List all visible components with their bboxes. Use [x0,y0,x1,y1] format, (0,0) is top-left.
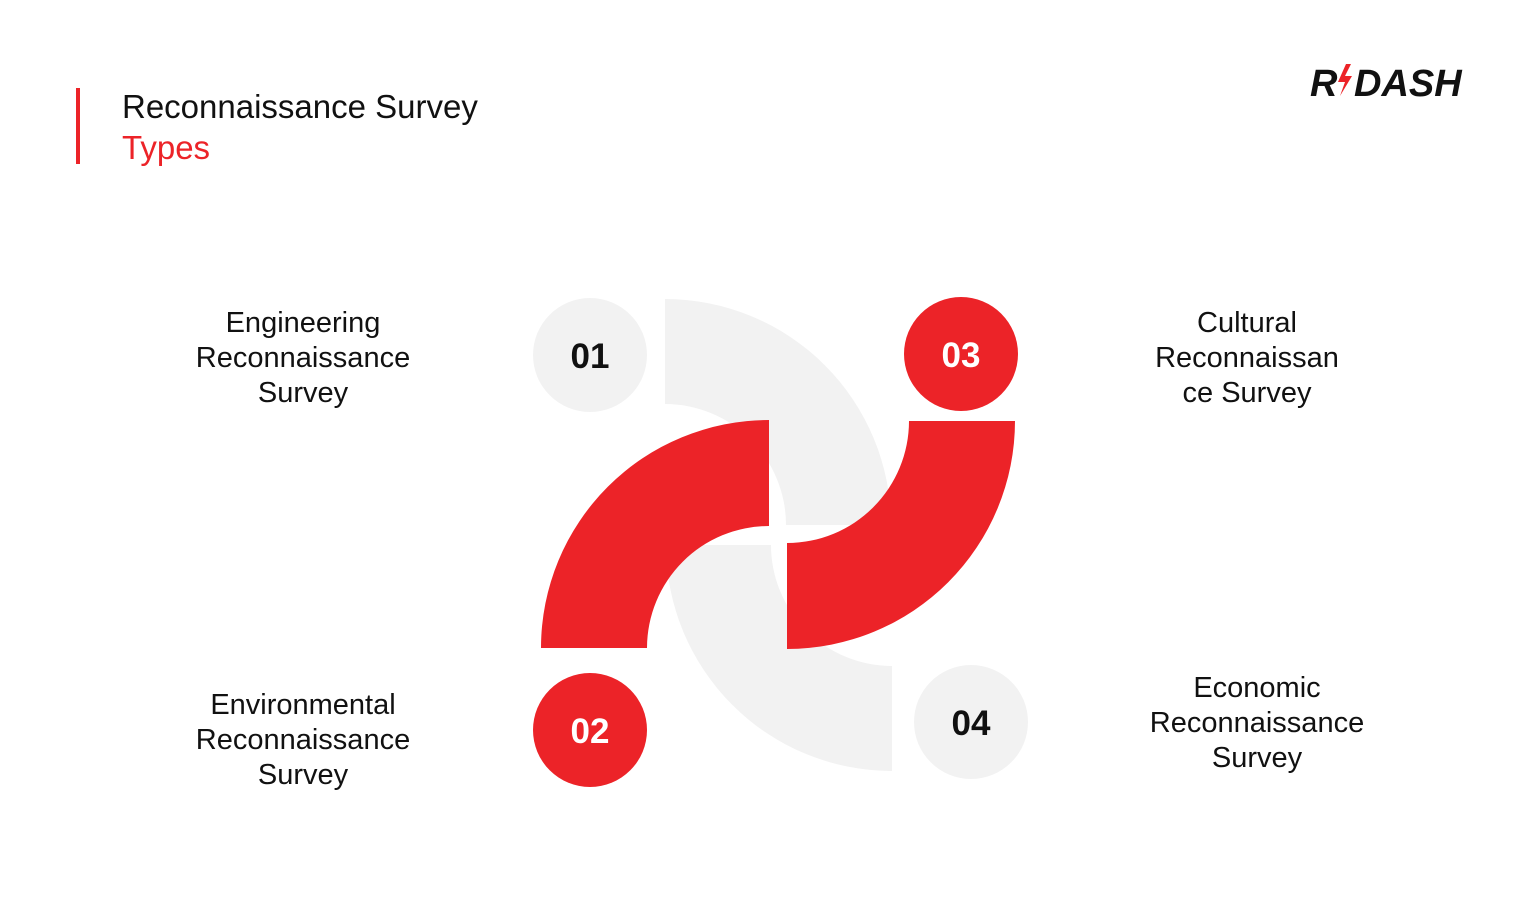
step-circle-03: 03 [904,297,1018,411]
title-accent-bar [76,88,80,164]
item-label-engineering: Engineering Reconnaissance Survey [195,307,411,409]
logo-text-left: R [1310,63,1338,105]
red-arc-right [787,421,1015,649]
step-circle-02: 02 [533,673,647,787]
item-label-economic: Economic Reconnaissance Survey [1149,672,1365,774]
logo-text-right: DASH [1354,63,1463,105]
page-title: Reconnaissance Survey Types [122,86,478,168]
lightning-bolt-icon [1338,64,1352,96]
step-number-02: 02 [571,712,610,751]
item-label-environmental: Environmental Reconnaissance Survey [195,689,411,791]
page-title-line1: Reconnaissance Survey [122,88,478,125]
step-number-01: 01 [571,337,610,376]
step-circle-01: 01 [533,298,647,412]
step-circle-04: 04 [914,665,1028,779]
page-title-line2: Types [122,129,211,166]
red-arc-left [541,420,769,648]
step-number-03: 03 [942,336,981,375]
gray-arc-top [665,299,891,525]
gray-arc-bottom [666,545,892,771]
item-label-cultural: Cultural Reconnaissan ce Survey [1155,307,1339,409]
step-number-04: 04 [952,704,991,743]
company-logo: R DASH [1310,63,1463,105]
